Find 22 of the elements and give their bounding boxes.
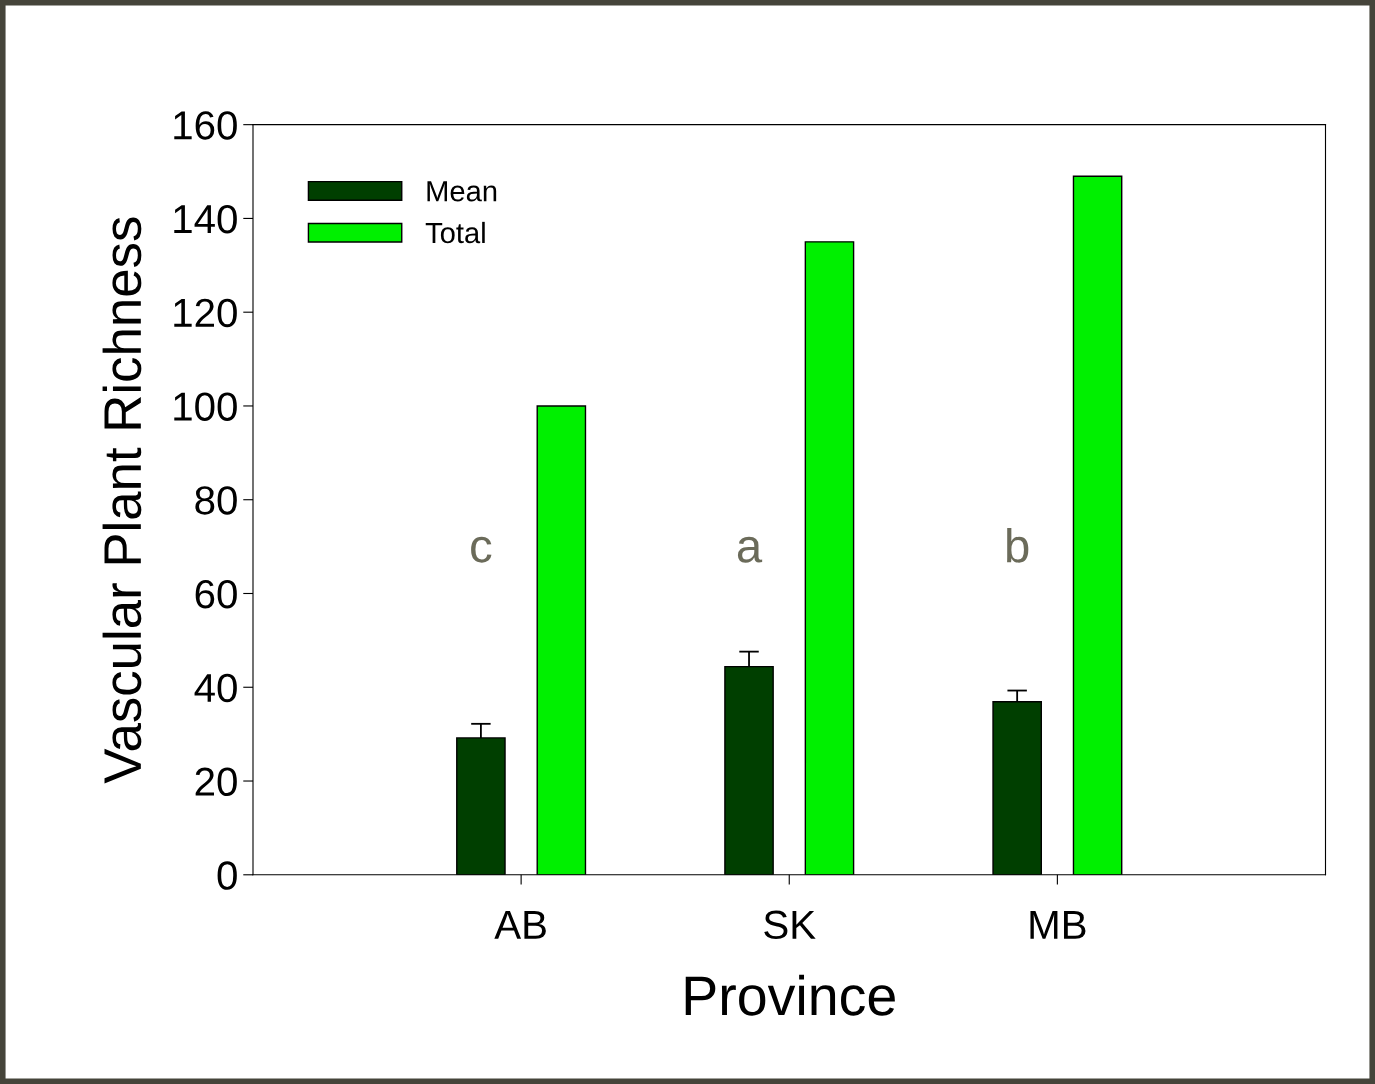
bar — [536, 405, 587, 875]
x-tick-label: MB — [1030, 910, 1086, 939]
y-tick-label: 20 — [195, 767, 237, 797]
bar — [804, 241, 855, 875]
y-tick-label: 140 — [174, 204, 237, 234]
annotation: b — [1007, 527, 1029, 563]
y-tick-label: 120 — [174, 298, 237, 328]
legend-label: Total — [425, 221, 485, 244]
bar — [1072, 175, 1123, 875]
y-tick-label: 60 — [195, 579, 237, 609]
y-tick-label: 40 — [194, 673, 237, 703]
y-axis-title: Vascular Plant Richness — [102, 217, 142, 784]
y-tick-label: 0 — [217, 861, 237, 890]
y-tick-label: 80 — [195, 486, 237, 515]
y-tick-label: 160 — [174, 111, 237, 140]
annotation: a — [737, 536, 763, 563]
y-tick-label: 100 — [174, 392, 237, 421]
annotation: c — [471, 536, 492, 563]
x-tick-label: SK — [764, 910, 816, 940]
legend-label: Mean — [427, 181, 497, 202]
x-axis-title: Province — [685, 974, 895, 1016]
x-tick-label: AB — [494, 910, 546, 939]
